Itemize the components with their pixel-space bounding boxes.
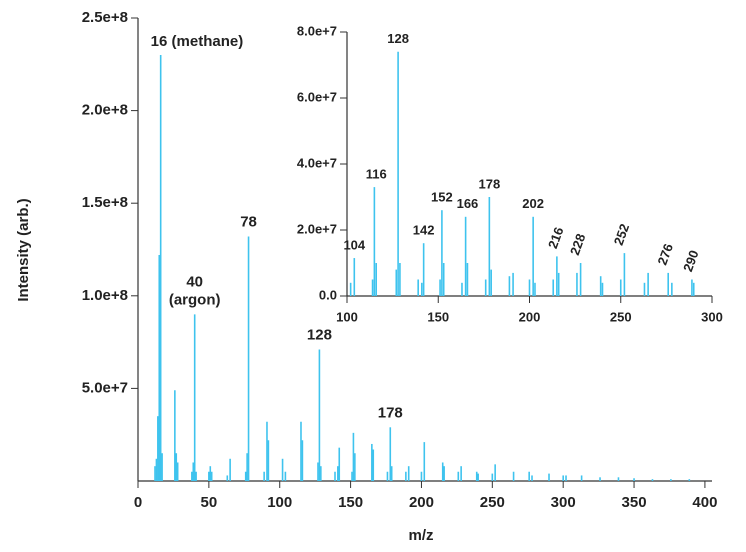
peak-annotation: 178 — [378, 404, 403, 421]
y-tick-label: 2.0e+8 — [82, 102, 128, 119]
y-tick-label: 2.0e+7 — [297, 221, 337, 236]
x-tick-label: 100 — [267, 494, 292, 511]
x-tick-label: 150 — [338, 494, 363, 511]
peak-annotation: 128 — [307, 326, 332, 343]
y-tick-label: 8.0e+7 — [297, 23, 337, 38]
peak-label: 116 — [366, 167, 387, 182]
peak-label: 178 — [478, 176, 500, 191]
y-axis-label: Intensity (arb.) — [15, 198, 32, 301]
y-tick-label: 4.0e+7 — [297, 155, 337, 170]
x-tick-label: 150 — [427, 309, 449, 324]
y-tick-label: 2.5e+8 — [82, 9, 128, 26]
peak-label: 152 — [431, 190, 453, 205]
x-tick-label: 300 — [551, 494, 576, 511]
y-tick-label: 1.0e+8 — [82, 287, 128, 304]
x-tick-label: 350 — [622, 494, 647, 511]
x-tick-label: 200 — [519, 309, 541, 324]
x-tick-label: 400 — [692, 494, 717, 511]
annotation-line: 40 — [186, 273, 203, 290]
peak-label: 216 — [545, 225, 567, 251]
peak-label: 228 — [567, 232, 589, 258]
annotation-line: (argon) — [169, 291, 221, 308]
y-tick-label: 5.0e+7 — [82, 379, 128, 396]
peak-label: 166 — [457, 196, 479, 211]
peak-label: 202 — [522, 196, 544, 211]
x-tick-label: 250 — [610, 309, 632, 324]
x-tick-label: 300 — [701, 309, 723, 324]
peak-annotation: 16 (methane) — [151, 33, 244, 50]
x-tick-label: 200 — [409, 494, 434, 511]
x-axis-label: m/z — [408, 527, 433, 544]
x-tick-label: 100 — [336, 309, 358, 324]
peak-label: 290 — [680, 248, 702, 274]
x-tick-label: 0 — [134, 494, 142, 511]
peak-annotation: 78 — [240, 214, 257, 231]
peak-label: 128 — [387, 31, 409, 46]
peak-label: 104 — [343, 237, 365, 252]
y-tick-label: 0.0 — [319, 287, 337, 302]
peak-label: 142 — [413, 223, 435, 238]
y-tick-label: 1.5e+8 — [82, 194, 128, 211]
x-tick-label: 250 — [480, 494, 505, 511]
peak-annotation: 40 (argon) — [169, 273, 221, 308]
peak-label: 276 — [655, 242, 677, 268]
y-tick-label: 6.0e+7 — [297, 89, 337, 104]
x-tick-label: 50 — [201, 494, 218, 511]
peak-label: 252 — [611, 222, 633, 248]
